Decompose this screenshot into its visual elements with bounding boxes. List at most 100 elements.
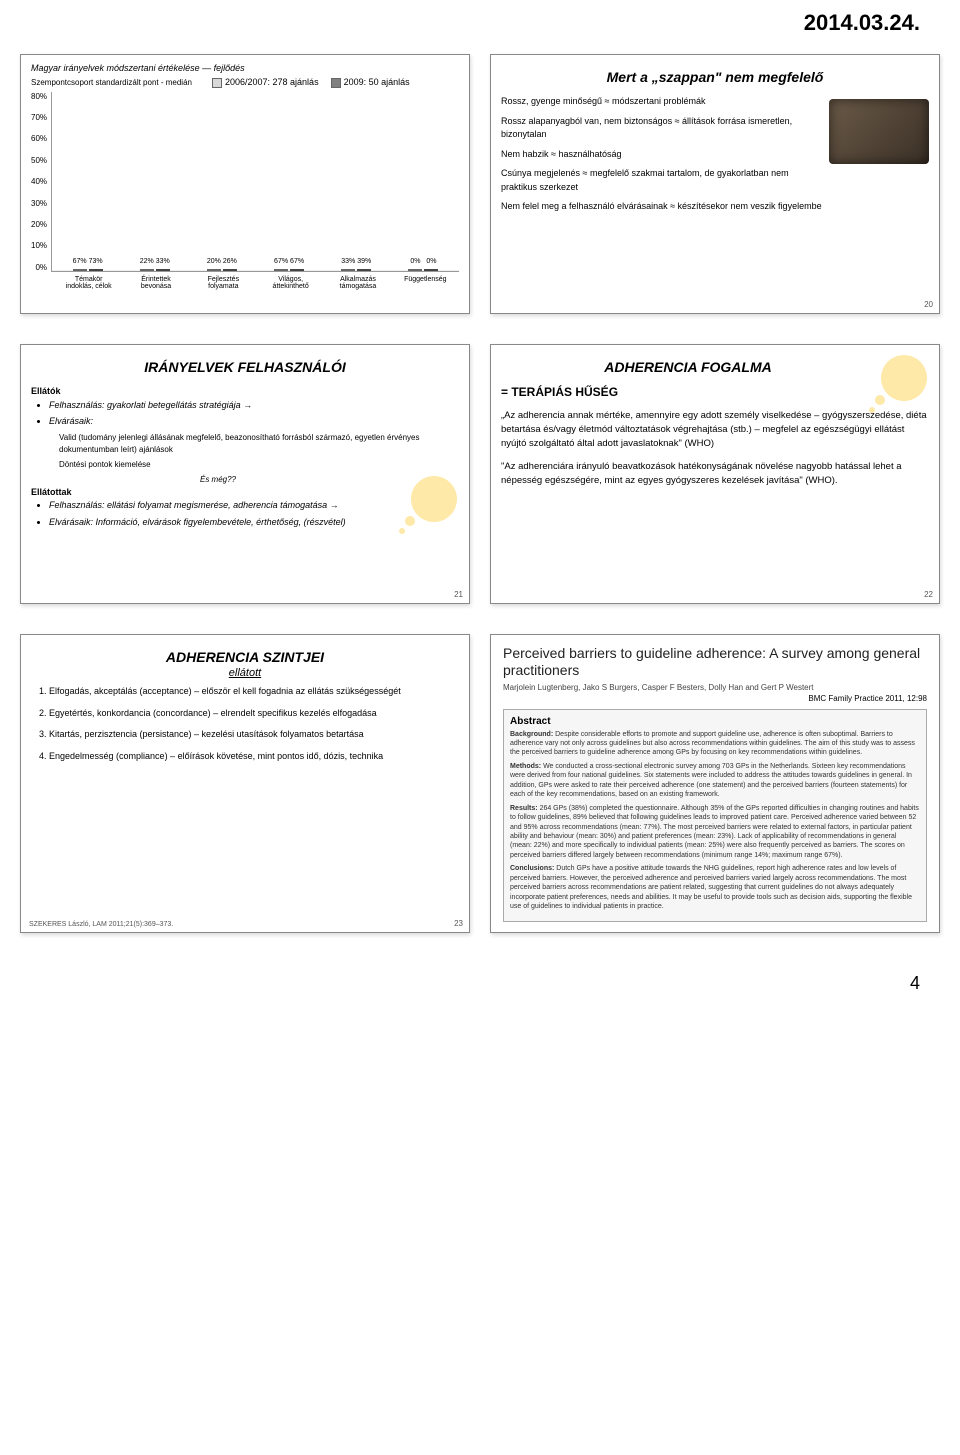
- chart-legend: Szempontcsoport standardizált pont - med…: [31, 77, 459, 88]
- bar-value-label: 0%: [426, 258, 436, 265]
- list-item: Felhasználás: gyakorlati betegellátás st…: [49, 399, 459, 413]
- bar-series-b: 33%: [156, 269, 170, 271]
- x-tick-label: Témakör indoklás, célok: [60, 276, 117, 291]
- bar-value-label: 20%: [207, 258, 221, 265]
- adh-title: ADHERENCIA FOGALMA: [501, 359, 929, 375]
- bar-series-a: 20%: [207, 269, 221, 271]
- soap-line: Nem felel meg a felhasználó elvárásainak…: [501, 200, 929, 214]
- x-tick-label: Függetlenség: [397, 276, 454, 291]
- list-sub-item: Döntési pontok kiemelése: [59, 459, 459, 471]
- bar-value-label: 33%: [341, 258, 355, 265]
- abstract-heading: Abstract: [510, 716, 920, 727]
- panel-soap: Mert a „szappan" nem megfelelő Rossz, gy…: [490, 54, 940, 314]
- abstract-box: Abstract Background: Despite considerabl…: [503, 709, 927, 923]
- abstract-conclusions: Conclusions: Dutch GPs have a positive a…: [510, 864, 920, 911]
- legend-swatch-a: [212, 78, 222, 88]
- bar-series-a: 67%: [274, 269, 288, 271]
- y-tick: 60%: [31, 134, 47, 143]
- users-body: Ellátók Felhasználás: gyakorlati betegel…: [31, 385, 459, 529]
- users-title: IRÁNYELVEK FELHASZNÁLÓI: [31, 359, 459, 375]
- bar-value-label: 73%: [89, 258, 103, 265]
- bar-series-b: 0%: [424, 269, 438, 271]
- x-tick-label: Alkalmazás támogatása: [330, 276, 387, 291]
- bar-series-b: 73%: [89, 269, 103, 271]
- bar-value-label: 0%: [410, 258, 420, 265]
- adh-quote1: „Az adherencia annak mértéke, amennyire …: [501, 409, 929, 450]
- list-item: Elvárásaik: Információ, elvárások figyel…: [49, 516, 459, 530]
- panel-number: 22: [924, 590, 933, 599]
- panel-adherence-def: ADHERENCIA FOGALMA = TERÁPIÁS HŰSÉG „Az …: [490, 344, 940, 604]
- users-ellatok-list: Felhasználás: gyakorlati betegellátás st…: [31, 399, 459, 429]
- users-ellatok-sub: Valid (tudomány jelenlegi állásának megf…: [31, 432, 459, 471]
- users-ellatottak-h: Ellátottak: [31, 487, 72, 497]
- y-tick: 50%: [31, 156, 47, 165]
- x-tick-label: Világos, áttekinthető: [262, 276, 319, 291]
- x-axis-labels: Témakör indoklás, célok Érintettek bevoná…: [55, 276, 459, 291]
- thinking-icon: [411, 476, 457, 522]
- abstract-authors: Marjolein Lugtenberg, Jako S Burgers, Ca…: [503, 683, 927, 692]
- thinking-icon: [881, 355, 927, 401]
- levels-title: ADHERENCIA SZINTJEI: [31, 649, 459, 665]
- list-item: Kitartás, perzisztencia (persistance) – …: [49, 728, 459, 742]
- y-tick: 80%: [31, 92, 47, 101]
- panel-chart: Magyar irányelvek módszertani értékelése…: [20, 54, 470, 314]
- list-item: Engedelmesség (compliance) – előírások k…: [49, 750, 459, 764]
- bar-series-b: 39%: [357, 269, 371, 271]
- bar-group: 67%67%: [261, 269, 317, 271]
- bar-series-a: 33%: [341, 269, 355, 271]
- y-tick: 20%: [31, 220, 47, 229]
- bar-value-label: 67%: [290, 258, 304, 265]
- bar-value-label: 67%: [274, 258, 288, 265]
- bar-value-label: 26%: [223, 258, 237, 265]
- users-ellatottak-list: Felhasználás: ellátási folyamat megismer…: [31, 499, 459, 529]
- list-item: Elvárásaik:: [49, 415, 459, 429]
- panel-number: 20: [924, 300, 933, 309]
- adh-quote2: "Az adherenciára irányuló beavatkozások …: [501, 460, 929, 488]
- bar-value-label: 22%: [140, 258, 154, 265]
- page-date: 2014.03.24.: [20, 10, 940, 36]
- abstract-methods: Methods: We conducted a cross-sectional …: [510, 762, 920, 800]
- y-tick: 70%: [31, 113, 47, 122]
- soap-image: [829, 99, 929, 164]
- y-axis: 80%70%60%50%40%30%20%10%0%: [31, 92, 51, 272]
- list-item: Egyetértés, konkordancia (concordance) –…: [49, 707, 459, 721]
- panel-number: 21: [454, 590, 463, 599]
- adh-eq: = TERÁPIÁS HŰSÉG: [501, 385, 929, 399]
- slide-grid: Magyar irányelvek módszertani értékelése…: [20, 54, 940, 933]
- bar-series-b: 26%: [223, 269, 237, 271]
- bar-value-label: 67%: [73, 258, 87, 265]
- abstract-results-text: 264 GPs (38%) completed the questionnair…: [510, 805, 919, 859]
- panel-abstract: Perceived barriers to guideline adherenc…: [490, 634, 940, 933]
- bar-group: 20%26%: [194, 269, 250, 271]
- levels-cite: SZEKERES László, LAM 2011;21(5):369–373.: [29, 921, 173, 928]
- users-ellatok-h: Ellátók: [31, 386, 61, 396]
- users-esmeg: És még??: [31, 474, 459, 486]
- legend-label-a: 2006/2007: 278 ajánlás: [225, 77, 319, 87]
- chart-subtitle: Szempontcsoport standardizált pont - med…: [31, 78, 192, 87]
- levels-list: Elfogadás, akceptálás (acceptance) – elő…: [31, 685, 459, 763]
- bar-group: 33%39%: [328, 269, 384, 271]
- bar-value-label: 33%: [156, 258, 170, 265]
- soap-title: Mert a „szappan" nem megfelelő: [501, 69, 929, 85]
- abstract-title: Perceived barriers to guideline adherenc…: [503, 645, 927, 679]
- list-item: Elfogadás, akceptálás (acceptance) – elő…: [49, 685, 459, 699]
- list-sub-item: Valid (tudomány jelenlegi állásának megf…: [59, 432, 459, 456]
- panel-levels: ADHERENCIA SZINTJEI ellátott Elfogadás, …: [20, 634, 470, 933]
- levels-subtitle: ellátott: [31, 667, 459, 679]
- bar-series-a: 0%: [408, 269, 422, 271]
- legend-swatch-b: [331, 78, 341, 88]
- chart-title: Magyar irányelvek módszertani értékelése…: [31, 63, 459, 73]
- y-tick: 30%: [31, 199, 47, 208]
- abstract-methods-text: We conducted a cross-sectional electroni…: [510, 763, 912, 798]
- abstract-conclusions-text: Dutch GPs have a positive attitude towar…: [510, 865, 912, 910]
- abstract-results: Results: 264 GPs (38%) completed the que…: [510, 804, 920, 861]
- soap-line: Csúnya megjelenés ≈ megfelelő szakmai ta…: [501, 167, 929, 194]
- abstract-bg-text: Despite considerable efforts to promote …: [510, 731, 915, 757]
- x-tick-label: Érintettek bevonása: [128, 276, 185, 291]
- bar-group: 67%73%: [59, 269, 115, 271]
- bar-group: 0%0%: [395, 269, 451, 271]
- bar-series-a: 67%: [73, 269, 87, 271]
- list-item: Felhasználás: ellátási folyamat megismer…: [49, 499, 459, 513]
- panel-users: IRÁNYELVEK FELHASZNÁLÓI Ellátók Felhaszn…: [20, 344, 470, 604]
- x-tick-label: Fejlesztés folyamata: [195, 276, 252, 291]
